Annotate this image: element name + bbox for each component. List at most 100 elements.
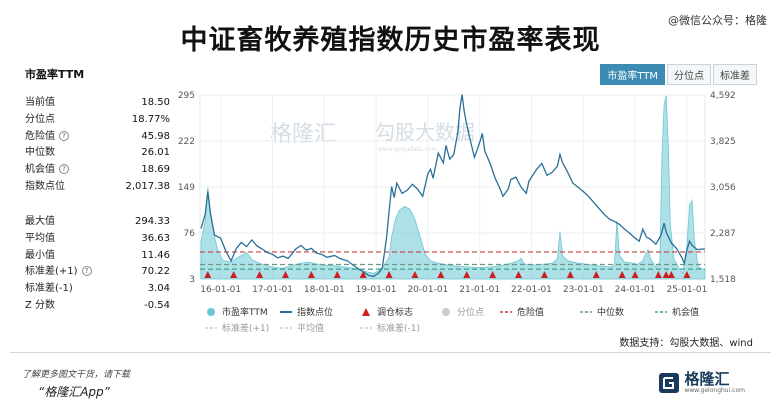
rebalance-marker xyxy=(654,271,662,278)
x-tick-label: 17-01-01 xyxy=(252,285,293,295)
stat-value: 70.22 xyxy=(141,266,170,278)
help-icon[interactable]: ? xyxy=(59,130,69,141)
gelonghui-logo-icon xyxy=(659,372,680,393)
stat-median: 中位数 26.01 xyxy=(25,145,170,162)
legend-item: 危险值 xyxy=(500,306,544,318)
legend-label: 标准差(-1) xyxy=(377,322,420,334)
x-tick-label: 18-01-01 xyxy=(304,285,345,295)
brand-logo-url: www.gelonghui.com xyxy=(684,387,745,394)
y-left-tick-label: 222 xyxy=(178,137,195,147)
rebalance-marker xyxy=(411,271,419,278)
x-tick-label: 21-01-01 xyxy=(459,285,500,295)
x-tick-label: 25-01-01 xyxy=(666,285,707,295)
legend-item: 市盈率TTM xyxy=(207,306,268,318)
x-tick-label: 22-01-01 xyxy=(511,285,552,295)
rebalance-marker xyxy=(204,271,212,278)
legend-label: 机会值 xyxy=(672,306,699,318)
legend-item: 分位点 xyxy=(442,306,484,318)
stat-opportunity: 机会值? 18.69 xyxy=(25,162,170,179)
stat-label: 分位点 xyxy=(25,113,55,125)
stat-percentile: 分位点 18.77% xyxy=(25,112,170,129)
stat-label: 标准差(+1)? xyxy=(25,264,92,281)
rebalance-marker xyxy=(662,271,670,278)
stat-label: 指数点位 xyxy=(25,180,65,192)
help-icon[interactable]: ? xyxy=(59,164,69,175)
footer-download-prompt: 了解更多图文干货，请下载 xyxy=(22,370,131,380)
stats-group-current: 当前值 18.50 分位点 18.77% 危险值? 45.98 中位数 26.01 机会… xyxy=(25,95,170,196)
footer-app-name: “格隆汇App” xyxy=(38,385,110,399)
wechat-watermark: @微信公众号：格隆 xyxy=(668,14,767,27)
rebalance-marker xyxy=(437,271,445,278)
legend-label: 中位数 xyxy=(597,306,624,318)
metric-tabs: 市盈率TTM 分位点 标准差 xyxy=(598,64,757,85)
stat-current: 当前值 18.50 xyxy=(25,95,170,112)
legend-item: 标准差(-1) xyxy=(360,322,420,334)
rebalance-marker xyxy=(540,271,548,278)
y-right-tick-label: 3,056 xyxy=(710,183,736,193)
legend-dot xyxy=(442,308,450,316)
stat-label: 机会值? xyxy=(25,162,69,179)
x-tick-label: 19-01-01 xyxy=(356,285,397,295)
stat-label: 危险值? xyxy=(25,129,69,146)
legend-label: 危险值 xyxy=(517,306,544,318)
x-tick-label: 16-01-01 xyxy=(200,285,241,295)
stat-label: 标准差(-1) xyxy=(25,283,73,295)
stat-value: 18.77% xyxy=(131,113,170,125)
stat-zscore: Z 分数 -0.54 xyxy=(25,298,170,315)
chart-heading: 市盈率TTM xyxy=(25,68,85,81)
rebalance-marker xyxy=(333,271,341,278)
tab-percentile[interactable]: 分位点 xyxy=(667,64,711,85)
legend-label: 平均值 xyxy=(297,322,324,334)
stat-value: 26.01 xyxy=(141,147,170,159)
stat-label: 中位数 xyxy=(25,147,55,159)
legend-dot xyxy=(207,308,215,316)
rebalance-marker xyxy=(256,271,264,278)
watermark-brand: 格隆汇 xyxy=(270,122,336,147)
rebalance-marker xyxy=(566,271,574,278)
stat-value: 294.33 xyxy=(135,216,170,227)
y-left-tick-label: 295 xyxy=(178,91,195,101)
rebalance-marker xyxy=(463,271,471,278)
rebalance-marker xyxy=(281,271,289,278)
brand-logo-text: 格隆汇 xyxy=(684,370,730,388)
rebalance-marker xyxy=(359,271,367,278)
series-area-pe-ttm xyxy=(200,95,706,280)
rebalance-marker xyxy=(230,271,238,278)
rebalance-marker xyxy=(667,271,675,278)
stat-label: 平均值 xyxy=(25,232,55,244)
rebalance-marker xyxy=(307,271,315,278)
help-icon[interactable]: ? xyxy=(81,266,92,277)
stat-value: 36.63 xyxy=(141,232,170,244)
rebalance-marker xyxy=(683,271,691,278)
stat-value: 18.69 xyxy=(141,164,170,176)
stat-max: 最大值 294.33 xyxy=(25,214,170,231)
stat-mean: 平均值 36.63 xyxy=(25,231,170,248)
legend-item: 平均值 xyxy=(280,322,324,334)
stat-value: -0.54 xyxy=(144,299,170,311)
y-left-tick-label: 149 xyxy=(178,183,195,193)
stat-label: 当前值 xyxy=(25,97,55,108)
legend-item: 中位数 xyxy=(580,306,624,318)
series-line-index-level xyxy=(200,94,706,278)
stat-value: 11.46 xyxy=(141,249,170,261)
data-source-note: 数据支持：勾股大数据、wind xyxy=(619,338,753,349)
rebalance-marker xyxy=(631,271,639,278)
tab-std-dev[interactable]: 标准差 xyxy=(713,64,757,85)
y-right-tick-label: 2,287 xyxy=(710,229,736,239)
stat-danger: 危险值? 45.98 xyxy=(25,129,170,146)
stat-label: 最小值 xyxy=(25,249,55,261)
legend-item: 标准差(+1) xyxy=(205,322,269,334)
stat-label: 最大值 xyxy=(25,216,55,227)
rebalance-marker xyxy=(385,271,393,278)
page-title: 中证畜牧养殖指数历史市盈率表现 xyxy=(180,25,601,56)
legend-item: 指数点位 xyxy=(280,306,333,318)
stat-value: 3.04 xyxy=(147,283,170,295)
footer-divider xyxy=(10,352,771,353)
legend-triangle xyxy=(362,308,370,316)
rebalance-marker xyxy=(618,271,626,278)
y-right-tick-label: 1,518 xyxy=(710,275,736,285)
y-left-tick-label: 3 xyxy=(189,275,195,285)
stat-std-minus: 标准差(-1) 3.04 xyxy=(25,281,170,298)
tab-pe-ttm[interactable]: 市盈率TTM xyxy=(600,64,665,85)
watermark-text: 勾股大数据 xyxy=(375,120,475,144)
